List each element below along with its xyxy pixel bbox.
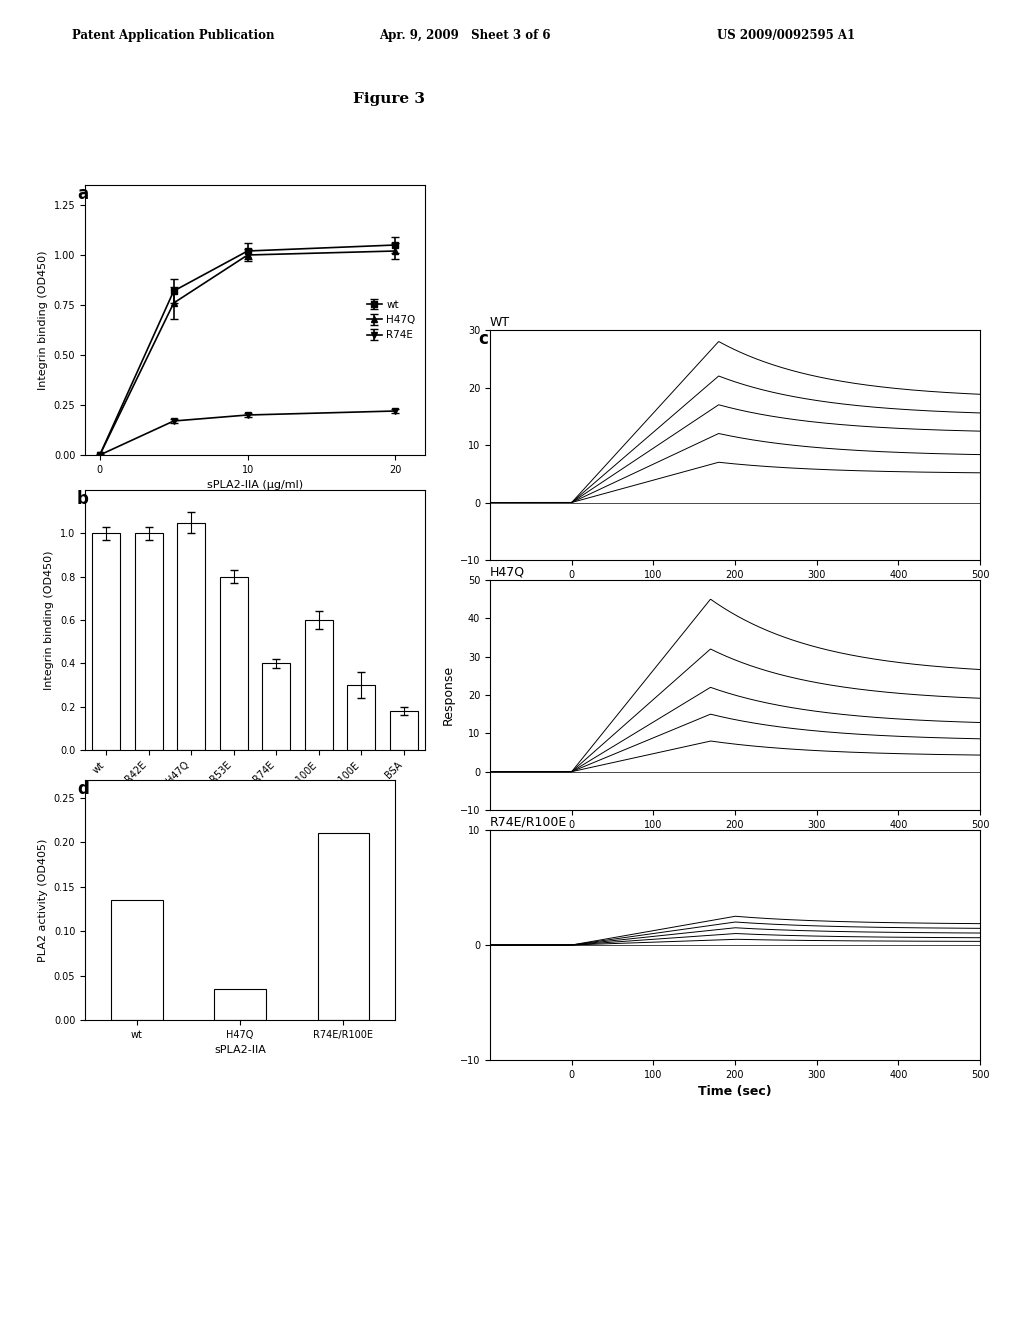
Bar bbox=[177, 523, 205, 750]
Text: d: d bbox=[77, 780, 89, 799]
Y-axis label: Response: Response bbox=[441, 665, 455, 725]
Text: c: c bbox=[478, 330, 488, 348]
Bar bbox=[305, 620, 333, 750]
Bar bbox=[220, 577, 248, 750]
Text: R74E/R100E: R74E/R100E bbox=[490, 816, 567, 829]
X-axis label: sPLA2-IIA (μg/ml): sPLA2-IIA (μg/ml) bbox=[207, 480, 303, 490]
Y-axis label: PLA2 activity (OD405): PLA2 activity (OD405) bbox=[38, 838, 48, 962]
X-axis label: sPLA2-IIA: sPLA2-IIA bbox=[214, 1045, 266, 1055]
Text: Apr. 9, 2009   Sheet 3 of 6: Apr. 9, 2009 Sheet 3 of 6 bbox=[379, 29, 550, 42]
Bar bbox=[92, 533, 120, 750]
Bar bbox=[111, 900, 163, 1020]
Bar bbox=[347, 685, 375, 750]
Legend: wt, H47Q, R74E: wt, H47Q, R74E bbox=[362, 296, 420, 345]
Y-axis label: Integrin binding (OD450): Integrin binding (OD450) bbox=[38, 251, 48, 389]
Text: Patent Application Publication: Patent Application Publication bbox=[72, 29, 274, 42]
Text: Figure 3: Figure 3 bbox=[353, 92, 425, 107]
X-axis label: Time (sec): Time (sec) bbox=[698, 1085, 772, 1098]
Text: US 2009/0092595 A1: US 2009/0092595 A1 bbox=[717, 29, 855, 42]
Bar bbox=[135, 533, 163, 750]
Bar bbox=[390, 711, 418, 750]
Text: b: b bbox=[77, 490, 89, 508]
Bar bbox=[262, 664, 290, 750]
Text: WT: WT bbox=[490, 315, 510, 329]
Bar bbox=[317, 833, 370, 1020]
Text: a: a bbox=[77, 185, 88, 203]
Text: H47Q: H47Q bbox=[490, 566, 525, 579]
Y-axis label: Integrin binding (OD450): Integrin binding (OD450) bbox=[44, 550, 54, 690]
Bar bbox=[214, 989, 266, 1020]
